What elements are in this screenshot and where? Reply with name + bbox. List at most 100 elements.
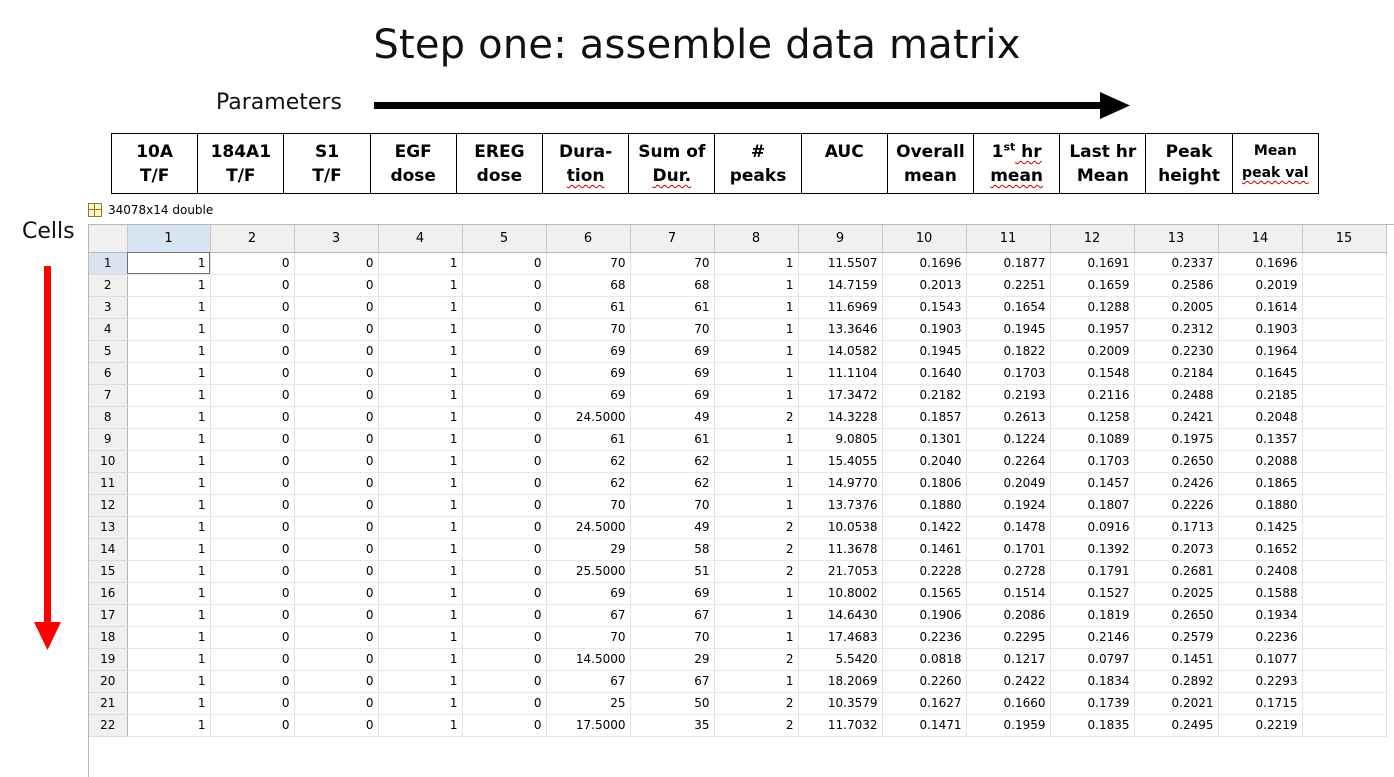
- data-cell[interactable]: 0: [462, 428, 547, 451]
- data-cell[interactable]: 0.1514: [966, 582, 1051, 605]
- data-cell[interactable]: 0.1461: [882, 538, 967, 561]
- data-cell[interactable]: 0.1806: [882, 472, 967, 495]
- data-cell[interactable]: 0.1258: [1050, 406, 1135, 429]
- data-cell[interactable]: 0: [210, 494, 295, 517]
- data-cell[interactable]: 0: [210, 296, 295, 319]
- data-cell[interactable]: 0.2264: [966, 450, 1051, 473]
- data-cell[interactable]: 0: [294, 670, 379, 693]
- data-cell[interactable]: 1: [714, 472, 799, 495]
- data-cell[interactable]: [1302, 538, 1387, 561]
- data-cell[interactable]: 0: [462, 714, 547, 737]
- data-cell[interactable]: 0.2586: [1134, 274, 1219, 297]
- data-cell[interactable]: 0: [210, 318, 295, 341]
- data-cell[interactable]: 0.2408: [1218, 560, 1303, 583]
- data-cell[interactable]: 69: [546, 362, 631, 385]
- data-cell[interactable]: 0.1640: [882, 362, 967, 385]
- data-cell[interactable]: 1: [378, 406, 463, 429]
- data-cell[interactable]: 0.1614: [1218, 296, 1303, 319]
- data-cell[interactable]: [1302, 604, 1387, 627]
- data-cell[interactable]: 0: [294, 406, 379, 429]
- data-cell[interactable]: 67: [546, 604, 631, 627]
- data-cell[interactable]: 1: [378, 626, 463, 649]
- data-cell[interactable]: [1302, 384, 1387, 407]
- data-cell[interactable]: 0.1703: [966, 362, 1051, 385]
- data-cell[interactable]: 0.1957: [1050, 318, 1135, 341]
- data-cell[interactable]: 0.0916: [1050, 516, 1135, 539]
- row-header[interactable]: 18: [89, 626, 128, 649]
- data-cell[interactable]: [1302, 560, 1387, 583]
- data-cell[interactable]: 0.2579: [1134, 626, 1219, 649]
- data-cell[interactable]: 0.1696: [882, 252, 967, 275]
- data-cell[interactable]: 1: [714, 582, 799, 605]
- data-cell[interactable]: 0: [462, 252, 547, 275]
- data-cell[interactable]: 2: [714, 406, 799, 429]
- data-cell[interactable]: 0.1877: [966, 252, 1051, 275]
- data-cell[interactable]: 0.1959: [966, 714, 1051, 737]
- data-cell[interactable]: 0: [294, 692, 379, 715]
- data-cell[interactable]: 70: [630, 626, 715, 649]
- data-cell[interactable]: 0.2426: [1134, 472, 1219, 495]
- data-cell[interactable]: 0.2421: [1134, 406, 1219, 429]
- data-cell[interactable]: 0.1422: [882, 516, 967, 539]
- data-cell[interactable]: 0: [462, 296, 547, 319]
- data-cell[interactable]: 0.0797: [1050, 648, 1135, 671]
- data-cell[interactable]: 0.1357: [1218, 428, 1303, 451]
- data-cell[interactable]: 1: [378, 494, 463, 517]
- data-cell[interactable]: 69: [546, 340, 631, 363]
- data-cell[interactable]: 0.1696: [1218, 252, 1303, 275]
- data-cell[interactable]: 2: [714, 714, 799, 737]
- data-cell[interactable]: 0.1880: [882, 494, 967, 517]
- data-cell[interactable]: 1: [127, 692, 211, 715]
- data-cell[interactable]: 1: [378, 516, 463, 539]
- data-cell[interactable]: 0.2146: [1050, 626, 1135, 649]
- data-cell[interactable]: 1: [714, 296, 799, 319]
- data-cell[interactable]: 51: [630, 560, 715, 583]
- data-cell[interactable]: 1: [378, 318, 463, 341]
- data-cell[interactable]: 0.1807: [1050, 494, 1135, 517]
- data-cell[interactable]: 1: [378, 340, 463, 363]
- data-cell[interactable]: 29: [630, 648, 715, 671]
- data-cell[interactable]: 1: [378, 604, 463, 627]
- data-cell[interactable]: 0.2236: [1218, 626, 1303, 649]
- data-cell[interactable]: 14.6430: [798, 604, 883, 627]
- data-cell[interactable]: [1302, 252, 1387, 275]
- data-cell[interactable]: 15.4055: [798, 450, 883, 473]
- data-cell[interactable]: 0.1703: [1050, 450, 1135, 473]
- data-cell[interactable]: 0.2312: [1134, 318, 1219, 341]
- data-cell[interactable]: [1302, 582, 1387, 605]
- column-header[interactable]: 13: [1134, 225, 1219, 253]
- data-cell[interactable]: 0.1964: [1218, 340, 1303, 363]
- data-cell[interactable]: 0: [294, 604, 379, 627]
- data-cell[interactable]: 62: [546, 450, 631, 473]
- data-cell[interactable]: 1: [714, 494, 799, 517]
- data-cell[interactable]: 1: [714, 670, 799, 693]
- data-cell[interactable]: 0.2613: [966, 406, 1051, 429]
- data-cell[interactable]: 0: [210, 516, 295, 539]
- data-cell[interactable]: 1: [378, 582, 463, 605]
- data-cell[interactable]: 0.2219: [1218, 714, 1303, 737]
- data-cell[interactable]: 68: [630, 274, 715, 297]
- data-cell[interactable]: 18.2069: [798, 670, 883, 693]
- data-cell[interactable]: 0.1865: [1218, 472, 1303, 495]
- data-cell[interactable]: 70: [546, 318, 631, 341]
- data-cell[interactable]: 50: [630, 692, 715, 715]
- data-cell[interactable]: 1: [378, 362, 463, 385]
- data-cell[interactable]: 0: [210, 692, 295, 715]
- data-cell[interactable]: 1: [714, 384, 799, 407]
- data-cell[interactable]: 69: [546, 384, 631, 407]
- data-cell[interactable]: 0.2088: [1218, 450, 1303, 473]
- data-cell[interactable]: 0: [462, 560, 547, 583]
- data-cell[interactable]: 49: [630, 516, 715, 539]
- data-cell[interactable]: 0.2013: [882, 274, 967, 297]
- data-cell[interactable]: 1: [127, 538, 211, 561]
- data-cell[interactable]: 11.3678: [798, 538, 883, 561]
- data-cell[interactable]: [1302, 340, 1387, 363]
- data-cell[interactable]: 0.2728: [966, 560, 1051, 583]
- data-cell[interactable]: 0.1652: [1218, 538, 1303, 561]
- data-cell[interactable]: [1302, 318, 1387, 341]
- data-cell[interactable]: [1302, 648, 1387, 671]
- data-cell[interactable]: 0: [462, 362, 547, 385]
- data-cell[interactable]: 69: [630, 340, 715, 363]
- data-cell[interactable]: 0: [294, 450, 379, 473]
- data-cell[interactable]: 0.1288: [1050, 296, 1135, 319]
